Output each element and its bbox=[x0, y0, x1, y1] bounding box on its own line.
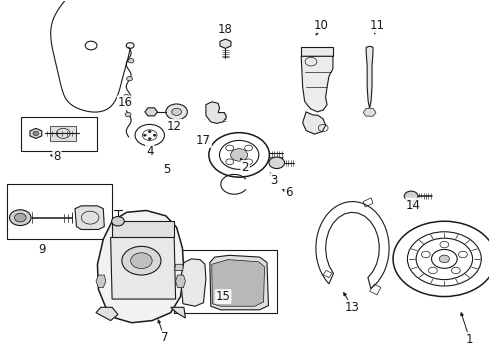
Polygon shape bbox=[112, 221, 174, 237]
Polygon shape bbox=[171, 307, 185, 318]
Polygon shape bbox=[363, 108, 376, 116]
Text: 8: 8 bbox=[53, 150, 61, 163]
Bar bbox=[21, 117, 97, 151]
Text: 14: 14 bbox=[406, 199, 421, 212]
Circle shape bbox=[439, 255, 449, 263]
Text: 4: 4 bbox=[146, 145, 153, 158]
Text: 11: 11 bbox=[369, 19, 385, 32]
Bar bbox=[49, 126, 76, 140]
Polygon shape bbox=[301, 56, 333, 112]
Text: 6: 6 bbox=[285, 186, 293, 199]
Circle shape bbox=[126, 77, 132, 81]
Polygon shape bbox=[220, 39, 231, 48]
Polygon shape bbox=[111, 237, 175, 299]
Text: 10: 10 bbox=[313, 19, 328, 32]
Circle shape bbox=[269, 157, 285, 168]
Text: 5: 5 bbox=[163, 163, 171, 176]
Polygon shape bbox=[145, 108, 158, 116]
Circle shape bbox=[9, 210, 31, 226]
Circle shape bbox=[112, 217, 124, 226]
Text: 16: 16 bbox=[118, 96, 133, 109]
Circle shape bbox=[404, 191, 418, 201]
Polygon shape bbox=[175, 275, 185, 288]
Text: 9: 9 bbox=[39, 243, 46, 256]
Polygon shape bbox=[96, 307, 118, 320]
Circle shape bbox=[123, 94, 129, 99]
Text: 3: 3 bbox=[270, 174, 278, 186]
Circle shape bbox=[33, 131, 39, 135]
Text: 13: 13 bbox=[345, 301, 360, 314]
Polygon shape bbox=[30, 129, 42, 138]
Circle shape bbox=[14, 213, 26, 222]
Polygon shape bbox=[174, 264, 183, 270]
Circle shape bbox=[131, 253, 152, 269]
Text: 1: 1 bbox=[466, 333, 473, 346]
Circle shape bbox=[122, 246, 161, 275]
Circle shape bbox=[148, 131, 151, 133]
Circle shape bbox=[148, 138, 151, 140]
Circle shape bbox=[125, 112, 131, 117]
Polygon shape bbox=[303, 112, 326, 134]
Polygon shape bbox=[212, 260, 265, 306]
Text: 17: 17 bbox=[196, 134, 211, 147]
Polygon shape bbox=[75, 206, 104, 229]
Polygon shape bbox=[210, 255, 269, 310]
Circle shape bbox=[172, 108, 181, 116]
Circle shape bbox=[144, 134, 147, 136]
Circle shape bbox=[128, 59, 134, 63]
Polygon shape bbox=[206, 102, 226, 123]
Text: 7: 7 bbox=[161, 331, 168, 344]
Circle shape bbox=[166, 104, 187, 120]
Text: 15: 15 bbox=[216, 290, 230, 303]
Text: 12: 12 bbox=[167, 120, 182, 133]
Text: 18: 18 bbox=[218, 23, 233, 36]
Polygon shape bbox=[301, 47, 333, 56]
Circle shape bbox=[231, 149, 247, 161]
Text: 2: 2 bbox=[241, 161, 249, 174]
Polygon shape bbox=[98, 211, 184, 323]
Bar bbox=[6, 184, 112, 239]
Circle shape bbox=[153, 134, 156, 136]
Polygon shape bbox=[180, 259, 206, 306]
Bar bbox=[174, 250, 277, 313]
Polygon shape bbox=[366, 46, 373, 108]
Polygon shape bbox=[96, 275, 106, 288]
